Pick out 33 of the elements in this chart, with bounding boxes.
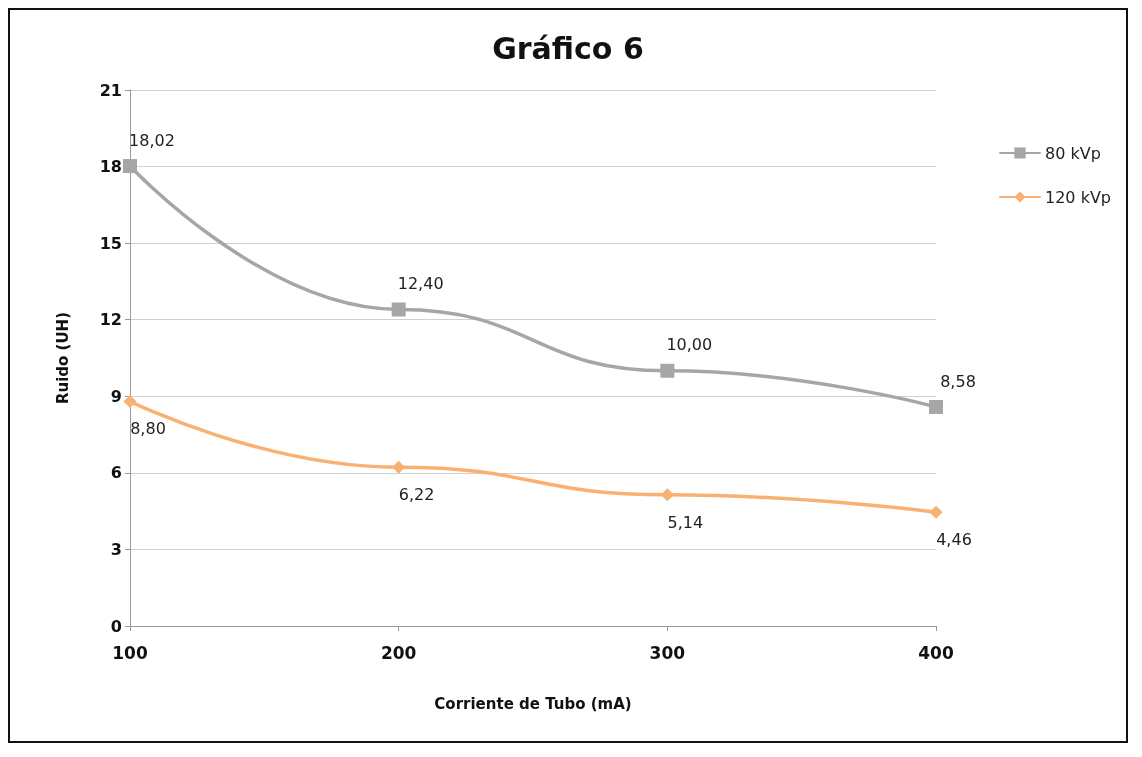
x-tick-label: 100 [112,642,148,663]
y-tick-label: 9 [110,386,122,406]
point [123,159,137,174]
data-label: 10,00 [666,335,713,355]
y-tick-label: 6 [110,463,122,483]
y-tick-label: 18 [99,157,122,177]
data-label: 18,02 [129,130,175,150]
y-tick-label: 21 [99,80,122,100]
point [660,363,675,378]
x-tick-label: 200 [380,642,417,663]
x-tick-label: 400 [918,642,954,663]
data-label: 8,58 [940,371,976,391]
y-tick-label: 3 [110,539,122,559]
data-label: 8,80 [130,419,166,439]
chart-title: Gráfico 6 [492,30,644,66]
x-tick-label: 300 [649,642,686,663]
x-axis-title: Corriente de Tubo (mA) [434,694,632,713]
point [660,488,674,502]
data-label: 12,40 [397,274,444,293]
point [391,302,406,317]
point [929,400,943,415]
legend-label: 80 kVp [1045,143,1101,163]
y-tick-label: 0 [110,616,122,636]
legend-label: 120 kVp [1045,187,1112,207]
y-axis-title: Ruido (UH) [53,311,72,405]
data-label: 4,46 [936,530,972,550]
y-tick-label: 15 [99,233,122,253]
point [929,505,943,519]
y-tick-label: 12 [99,310,122,330]
point [392,460,406,474]
data-label: 5,14 [667,512,704,532]
point [123,394,137,408]
data-label: 6,22 [398,485,435,505]
